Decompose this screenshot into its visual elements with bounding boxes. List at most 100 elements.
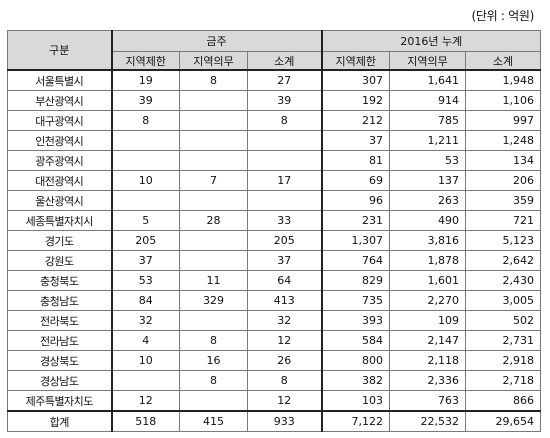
cell-value: 490 <box>389 210 467 231</box>
cell-value: 39 <box>111 90 180 111</box>
cell-value <box>179 230 248 251</box>
subheader-subtotal: 소계 <box>246 51 323 71</box>
cell-value: 53 <box>111 270 180 291</box>
cell-value: 263 <box>389 190 467 211</box>
cell-value: 329 <box>179 290 248 311</box>
header-group-cumulative: 2016년 누계 <box>320 30 542 52</box>
cell-value: 37 <box>246 250 323 271</box>
region-name: 부산광역시 <box>7 90 113 111</box>
cell-value: 502 <box>465 310 542 331</box>
region-name: 합계 <box>7 410 113 432</box>
cell-value: 29,654 <box>465 410 542 432</box>
cell-value: 27 <box>246 69 323 91</box>
subheader-regional-duty: 지역의무 <box>179 51 248 71</box>
cell-value: 134 <box>465 150 542 171</box>
cell-value: 584 <box>320 330 391 351</box>
cell-value: 933 <box>246 410 323 432</box>
table-row: 세종특별자치시 5 28 33 231 490 721 <box>7 210 542 231</box>
cell-value <box>179 390 248 412</box>
table-row: 대전광역시 10 7 17 69 137 206 <box>7 170 542 191</box>
cell-value: 5 <box>111 210 180 231</box>
region-name: 전라남도 <box>7 330 113 351</box>
cell-value: 764 <box>320 250 391 271</box>
cell-value: 1,211 <box>389 130 467 151</box>
cell-value: 1,248 <box>465 130 542 151</box>
header-group-this-week: 금주 <box>110 30 323 52</box>
table-row: 서울특별시 19 8 27 307 1,641 1,948 <box>7 69 542 91</box>
cell-value: 84 <box>111 290 180 311</box>
cell-value: 8 <box>179 370 248 391</box>
region-name: 전라북도 <box>7 310 113 331</box>
cell-value: 37 <box>111 250 180 271</box>
subheader-subtotal: 소계 <box>465 51 542 71</box>
table-row: 제주특별자치도 12 12 103 763 866 <box>7 390 542 412</box>
region-name: 충청북도 <box>7 270 113 291</box>
region-name: 대전광역시 <box>7 170 113 191</box>
cell-value: 10 <box>111 170 180 191</box>
region-name: 경기도 <box>7 230 113 251</box>
cell-value <box>246 190 323 211</box>
cell-value: 33 <box>246 210 323 231</box>
region-name: 제주특별자치도 <box>7 390 113 412</box>
cell-value: 4 <box>111 330 180 351</box>
cell-value: 69 <box>320 170 391 191</box>
cell-value <box>179 90 248 111</box>
cell-value <box>179 190 248 211</box>
cell-value: 413 <box>246 290 323 311</box>
cell-value: 12 <box>246 390 323 412</box>
table-row: 충청남도 84 329 413 735 2,270 3,005 <box>7 290 542 311</box>
cell-value: 96 <box>320 190 391 211</box>
cell-value: 2,147 <box>389 330 467 351</box>
cell-value: 8 <box>179 69 248 91</box>
cell-value: 2,642 <box>465 250 542 271</box>
table-row: 전라북도 32 32 393 109 502 <box>7 310 542 331</box>
cell-value: 2,270 <box>389 290 467 311</box>
table-row: 충청북도 53 11 64 829 1,601 2,430 <box>7 270 542 291</box>
cell-value: 1,601 <box>389 270 467 291</box>
cell-value: 785 <box>389 110 467 131</box>
table-row: 강원도 37 37 764 1,878 2,642 <box>7 250 542 271</box>
table-row: 대구광역시 8 8 212 785 997 <box>7 110 542 131</box>
region-name: 경상남도 <box>7 370 113 391</box>
cell-value: 16 <box>179 350 248 371</box>
table-row: 경기도 205 205 1,307 3,816 5,123 <box>7 230 542 251</box>
region-name: 충청남도 <box>7 290 113 311</box>
cell-value <box>179 110 248 131</box>
cell-value: 12 <box>111 390 180 412</box>
region-name: 대구광역시 <box>7 110 113 131</box>
region-name: 울산광역시 <box>7 190 113 211</box>
cell-value: 8 <box>246 370 323 391</box>
cell-value: 206 <box>465 170 542 191</box>
cell-value <box>246 150 323 171</box>
cell-value: 393 <box>320 310 391 331</box>
cell-value: 1,307 <box>320 230 391 251</box>
cell-value: 2,918 <box>465 350 542 371</box>
cell-value: 205 <box>246 230 323 251</box>
table-row: 울산광역시 96 263 359 <box>7 190 542 211</box>
cell-value: 32 <box>246 310 323 331</box>
cell-value: 28 <box>179 210 248 231</box>
region-name: 경상북도 <box>7 350 113 371</box>
table-row: 부산광역시 39 39 192 914 1,106 <box>7 90 542 111</box>
cell-value <box>179 310 248 331</box>
cell-value: 11 <box>179 270 248 291</box>
cell-value: 829 <box>320 270 391 291</box>
cell-value: 2,118 <box>389 350 467 371</box>
cell-value: 7 <box>179 170 248 191</box>
cell-value: 800 <box>320 350 391 371</box>
cell-value: 53 <box>389 150 467 171</box>
cell-value: 3,816 <box>389 230 467 251</box>
cell-value: 8 <box>111 110 180 131</box>
cell-value: 518 <box>111 410 180 432</box>
cell-value: 212 <box>320 110 391 131</box>
cell-value: 2,718 <box>465 370 542 391</box>
cell-value: 103 <box>320 390 391 412</box>
cell-value: 997 <box>465 110 542 131</box>
cell-value: 307 <box>320 69 391 91</box>
cell-value: 37 <box>320 130 391 151</box>
cell-value: 1,948 <box>465 69 542 91</box>
cell-value: 231 <box>320 210 391 231</box>
region-name: 인천광역시 <box>7 130 113 151</box>
cell-value: 415 <box>179 410 248 432</box>
region-name: 서울특별시 <box>7 69 113 91</box>
